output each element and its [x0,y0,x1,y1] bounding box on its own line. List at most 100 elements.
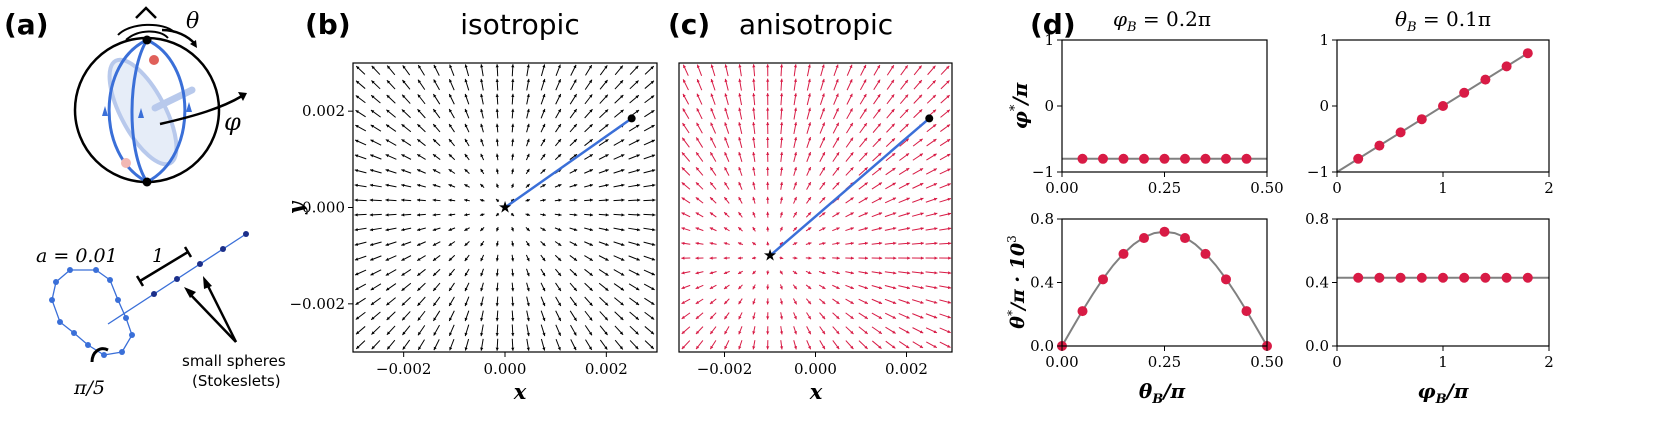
quiver-arrowhead [752,181,756,186]
quiver-arrowhead [779,78,784,82]
quiver-arrowhead [933,168,937,172]
quiver-arrowhead [752,78,756,82]
quiver-arrowhead [355,125,359,128]
spheres-label-1: small spheres [182,352,286,370]
quiver-arrowhead [948,256,952,260]
data-point [1139,153,1149,164]
quiver-arrowhead [511,303,515,307]
quiver-arrowhead [511,347,515,351]
quiver-arrowhead [370,110,375,114]
y-tick-label: −1 [1032,163,1054,181]
quiver-arrowhead [793,196,797,201]
quiver-arrowhead [878,345,882,349]
quiver-arrowhead [878,197,882,201]
quiver-arrowhead [650,80,654,84]
quiver-arrowhead [495,108,499,112]
quiver-arrowhead [636,183,641,187]
quiver-arrowhead [526,78,530,83]
quiver-arrowhead [542,78,546,83]
quiver-arrowhead [573,242,578,246]
quiver-arrowhead [620,316,624,321]
quiver-arrowhead [724,107,728,112]
pointer-arrow-2 [204,281,238,343]
quiver-arrowhead [933,183,938,187]
quiver-arrowhead [780,122,784,126]
x-tick-label: 0.000 [484,360,527,378]
quiver-arrowhead [807,300,811,305]
quiver-arrowhead [635,316,639,320]
y-tick-label: 0 [1319,97,1329,115]
quiver-arrowhead [448,242,453,246]
meridian-arrow-right [186,102,192,112]
angle-label: π/5 [73,377,105,399]
quiver-arrowhead [681,271,685,275]
quiver-arrowhead [907,271,911,275]
data-point [1159,153,1170,164]
quiver-arrowhead [934,227,938,231]
quiver-arrowhead [934,285,938,290]
quiver-arrowhead [892,300,897,304]
quiver-arrowhead [573,109,577,113]
quiver-arrowhead [864,300,868,304]
quiver-arrowhead [890,79,895,84]
quiver-arrowhead [589,154,593,158]
quiver-arrowhead [710,167,714,171]
quiver-arrowhead [794,137,798,141]
quiver-arrowhead [605,169,609,173]
quiver-arrowhead [573,154,578,158]
quiver-arrowhead [510,243,515,247]
y-axis-label: y [283,200,308,215]
quiver-arrowhead [402,317,406,321]
quiver-arrowhead [401,139,405,143]
quiver-arrowhead [863,93,867,98]
quiver-arrowhead [695,227,699,231]
quiver-arrowhead [904,94,909,98]
quiver-arrowhead [636,257,640,261]
quiver-arrowhead [808,271,812,274]
quiver-arrowhead [433,64,437,69]
quiver-arrowhead [821,64,825,68]
quiver-arrowhead [386,287,390,291]
quiver-arrowhead [877,79,881,83]
quiver-arrowhead [864,256,869,260]
x-tick-label: 2 [1544,179,1554,197]
quiver-arrowhead [932,94,936,99]
quiver-arrowhead [850,152,854,156]
quiver-arrowhead [401,183,405,187]
quiver-arrowhead [526,242,530,247]
quiver-arrowhead [709,227,714,231]
quiver-arrowhead [681,300,685,304]
quiver-arrowhead [808,256,812,260]
quiver-arrowhead [807,78,811,83]
y-axis-label: θ*/π · 103 [1005,235,1029,328]
quiver-arrowhead [850,286,854,290]
quiver-arrowhead [573,332,577,336]
quiver-arrowhead [710,315,714,320]
data-point [1522,272,1533,283]
quiver-arrowhead [807,152,811,156]
quiver-arrowhead [905,168,910,172]
quiver-arrowhead [779,346,784,350]
quiver-arrowhead [433,124,437,128]
quiver-arrowhead [558,213,562,217]
scale-bar [135,246,193,287]
quiver-arrowhead [821,93,825,97]
quiver-arrowhead [589,302,593,306]
quiver-arrowhead [793,78,798,82]
plot-area: 0 1 2−101 [1307,31,1554,197]
quiver-arrowhead [904,65,908,69]
quiver-arrowhead [542,272,546,277]
quiver-arrowhead [449,317,453,322]
quiver-arrowhead [619,65,623,69]
quiver-arrowhead [836,152,840,156]
data-point [1221,153,1231,164]
quiver-arrowhead [354,257,359,261]
quiver-arrowhead [947,285,952,290]
quiver-arrowhead [370,301,375,305]
quiver-arrowhead [836,227,840,231]
y-tick-label: 0.0 [1030,337,1054,355]
quiver-arrowhead [933,153,937,157]
quiver-arrowhead [920,197,924,201]
data-point [1077,306,1088,317]
quiver-arrowhead [893,241,897,245]
